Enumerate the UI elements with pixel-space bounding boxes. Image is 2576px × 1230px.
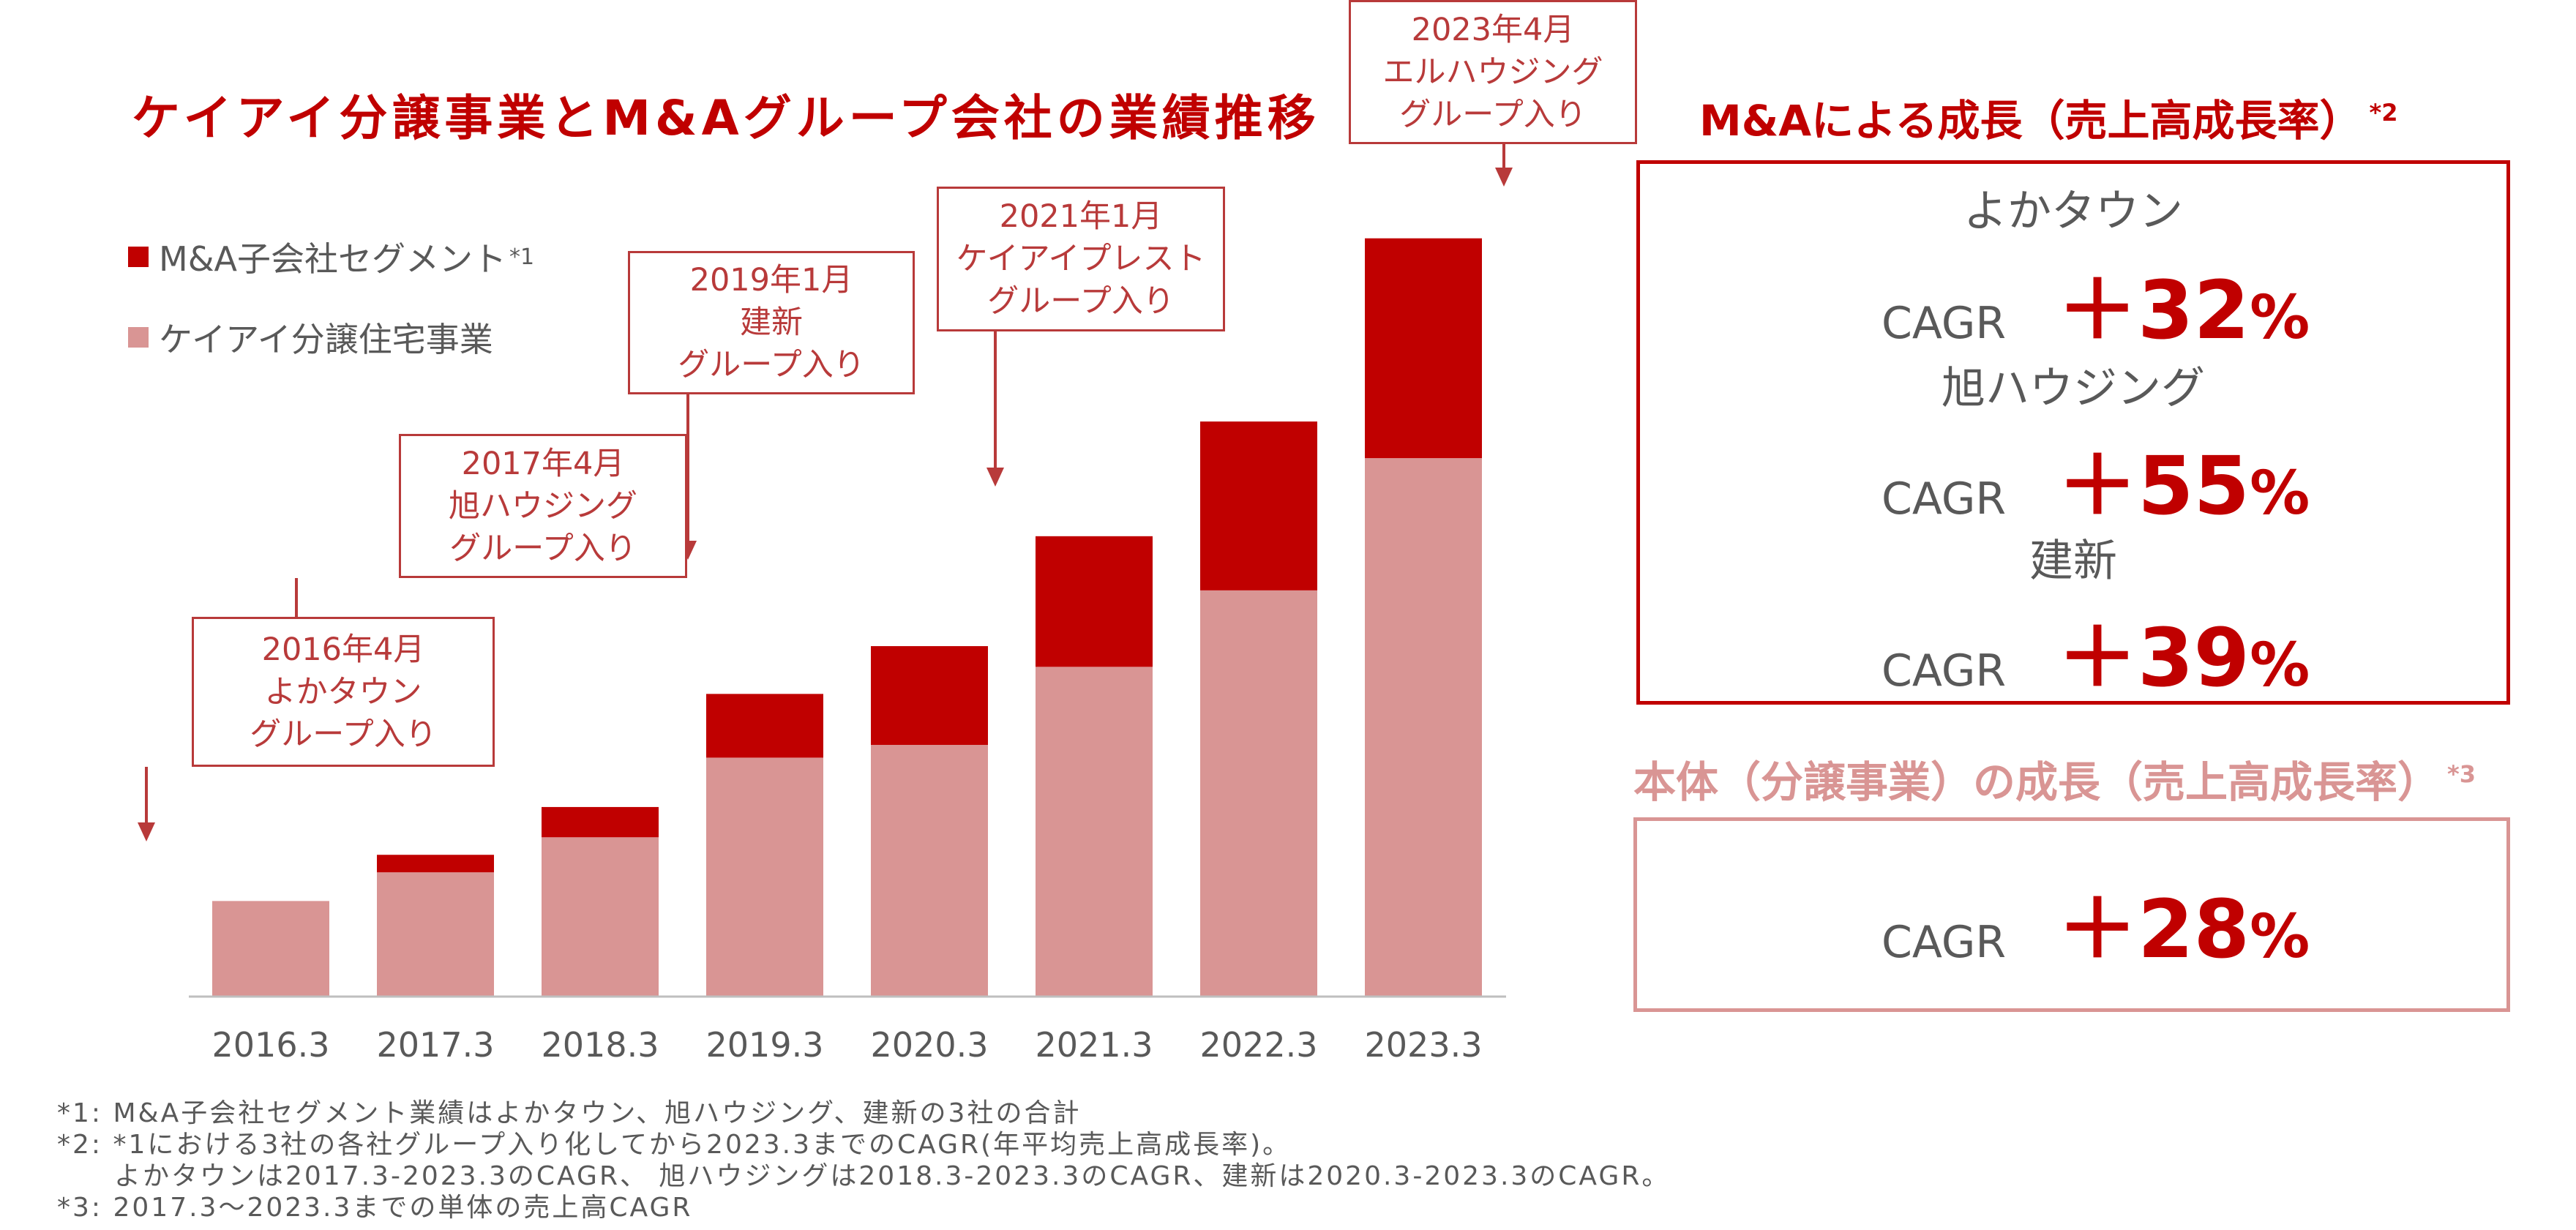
footnote-2: *2: *1における3社の各社グループ入り化してから2023.3までのCAGR(… <box>57 1130 1292 1160</box>
x-tick-2017.3: 2017.3 <box>377 1025 495 1065</box>
callout-kenshin-line1: 2019年1月 <box>689 262 853 299</box>
x-tick-2018.3: 2018.3 <box>542 1025 659 1065</box>
x-ticks-group: 2016.3 2017.3 2018.3 2019.3 2020.3 2021.3 2022… <box>212 1025 1483 1065</box>
ma-item-name-kenshin: 建新 <box>2029 536 2117 587</box>
cagr-unit-asahi: % <box>2250 459 2310 528</box>
legend-sup-ma: *1 <box>509 244 535 270</box>
legend-item-ma: M&A子会社セグメント *1 <box>128 233 534 281</box>
ma-panel-title-sup: *2 <box>2369 98 2398 127</box>
callout-asahi: 2017年4月 旭ハウジング グループ入り <box>399 434 687 578</box>
callout-elhousing-line1: 2023年4月 <box>1411 11 1575 48</box>
bar-2022.3-series-1 <box>1200 421 1317 590</box>
callout-keiaiprest: 2021年1月 ケイアイプレスト グループ入り <box>937 187 1225 331</box>
cagr-value-kenshin: ＋39% <box>2057 592 2310 709</box>
footnote-3: よかタウンは2017.3-2023.3のCAGR、 旭ハウジングは2018.3-… <box>57 1161 1671 1191</box>
cagr-number-kenshin: ＋39 <box>2057 611 2250 705</box>
core-cagr-row: CAGR ＋28% <box>1882 863 2310 980</box>
arrow-head-2023.3 <box>1495 168 1513 187</box>
bar-2020.3-series-0 <box>871 745 988 997</box>
callout-keiaiprest-line3: グループ入り <box>987 283 1175 320</box>
bar-2020.3-series-1 <box>871 646 988 746</box>
cagr-value-yokatown: ＋32% <box>2057 244 2310 361</box>
callout-keiaiprest-line1: 2021年1月 <box>999 198 1163 235</box>
core-cagr-label: CAGR <box>1882 917 2007 968</box>
callout-keiaiprest-line2: ケイアイプレスト <box>956 241 1206 277</box>
callout-yokatown: 2016年4月 よかタウン グループ入り <box>192 617 495 767</box>
cagr-number-yokatown: ＋32 <box>2057 263 2250 357</box>
ma-panel-box: よかタウン CAGR ＋32% 旭ハウジング CAGR ＋55% 建新 CAGR… <box>1636 160 2510 705</box>
bar-2021.3-series-0 <box>1036 667 1153 997</box>
legend-label-core: ケイアイ分譲住宅事業 <box>159 320 493 359</box>
callout-asahi-line1: 2017年4月 <box>461 445 625 482</box>
x-tick-2019.3: 2019.3 <box>706 1025 824 1065</box>
callout-asahi-line3: グループ入り <box>449 530 637 567</box>
core-panel-title-sup: *3 <box>2447 760 2476 788</box>
core-cagr-value: ＋28% <box>2057 863 2310 980</box>
bars-group <box>212 238 1482 997</box>
cagr-label-yokatown: CAGR <box>1882 298 2007 349</box>
x-tick-2022.3: 2022.3 <box>1200 1025 1318 1065</box>
callout-yokatown-line2: よかタウン <box>264 673 422 710</box>
stacked-bar-chart: 2016.3 2017.3 2018.3 2019.3 2020.3 2021.3 2022… <box>138 144 1513 1065</box>
ma-item-cagr-kenshin: CAGR ＋39% <box>1882 592 2310 709</box>
bar-2016.3-series-0 <box>212 901 329 997</box>
legend-label-ma: M&A子会社セグメント <box>159 239 507 279</box>
bar-2017.3-series-1 <box>377 855 494 873</box>
legend-item-core: ケイアイ分譲住宅事業 <box>128 313 493 361</box>
core-panel-box: CAGR ＋28% <box>1633 817 2510 1012</box>
ma-item-name-asahi: 旭ハウジング <box>1942 363 2205 414</box>
cagr-unit-yokatown: % <box>2250 283 2310 353</box>
bar-2017.3-series-0 <box>377 872 494 997</box>
bar-2018.3-series-1 <box>542 806 659 838</box>
callout-yokatown-line1: 2016年4月 <box>261 631 425 668</box>
cagr-unit-kenshin: % <box>2250 631 2310 700</box>
callout-elhousing: 2023年4月 エルハウジング グループ入り <box>1349 0 1637 144</box>
bar-2023.3-series-1 <box>1365 238 1482 459</box>
cagr-number-asahi: ＋55 <box>2057 439 2250 533</box>
footnote-4: *3: 2017.3～2023.3までの単体の売上高CAGR <box>57 1193 693 1223</box>
core-panel-title: 本体（分譲事業）の成長（売上高成長率） *3 <box>1633 748 2476 809</box>
ma-item-cagr-asahi: CAGR ＋55% <box>1882 420 2310 537</box>
ma-panel-title-text: M&Aによる成長（売上高成長率） <box>1699 96 2362 146</box>
ma-item-name-yokatown: よかタウン <box>1963 186 2183 237</box>
x-tick-2020.3: 2020.3 <box>871 1025 989 1065</box>
callout-asahi-line2: 旭ハウジング <box>449 487 637 525</box>
callout-yokatown-line3: グループ入り <box>250 716 437 753</box>
x-tick-2016.3: 2016.3 <box>212 1025 330 1065</box>
ma-panel-title: M&Aによる成長（売上高成長率） *2 <box>1699 86 2397 148</box>
x-tick-2023.3: 2023.3 <box>1365 1025 1483 1065</box>
core-cagr-unit: % <box>2250 902 2310 972</box>
callout-kenshin-line2: 建新 <box>740 304 803 341</box>
cagr-label-asahi: CAGR <box>1882 473 2007 525</box>
cagr-value-asahi: ＋55% <box>2057 420 2310 537</box>
bar-2019.3-series-1 <box>706 694 823 758</box>
callout-kenshin: 2019年1月 建新 グループ入り <box>628 251 915 394</box>
bar-2018.3-series-0 <box>542 837 659 997</box>
callout-elhousing-line3: グループ入り <box>1399 96 1587 133</box>
bar-2023.3-series-0 <box>1365 458 1482 997</box>
bar-2022.3-series-0 <box>1200 590 1317 997</box>
legend-swatch-ma <box>128 247 149 267</box>
core-panel-title-text: 本体（分譲事業）の成長（売上高成長率） <box>1633 757 2441 807</box>
callout-elhousing-line2: エルハウジング <box>1382 53 1603 91</box>
footnote-1: *1: M&A子会社セグメント業績はよかタウン、旭ハウジング、建新の3社の合計 <box>57 1098 1082 1128</box>
cagr-label-kenshin: CAGR <box>1882 645 2007 697</box>
arrow-head-2021.3 <box>986 468 1004 487</box>
callout-kenshin-line3: グループ入り <box>678 347 865 383</box>
legend-swatch-core <box>128 327 149 348</box>
core-cagr-number: ＋28 <box>2057 882 2250 976</box>
bar-2021.3-series-1 <box>1036 536 1153 667</box>
arrow-head-2016.3 <box>138 822 155 841</box>
x-tick-2021.3: 2021.3 <box>1036 1025 1153 1065</box>
ma-item-cagr-yokatown: CAGR ＋32% <box>1882 244 2310 361</box>
bar-2019.3-series-0 <box>706 757 823 997</box>
chart-title: ケイアイ分譲事業とM&Aグループ会社の業績推移 <box>132 90 1320 146</box>
